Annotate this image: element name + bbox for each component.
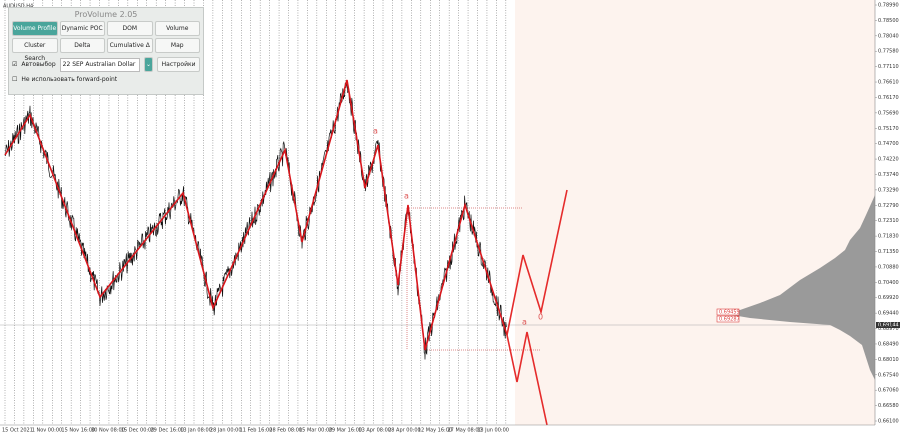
- price-label: 0.76610: [878, 80, 899, 86]
- panel-button[interactable]: Volume: [154, 21, 200, 36]
- price-label: 0.68010: [878, 357, 899, 363]
- price-tag: 0.69459: [719, 310, 740, 316]
- price-label: 0.78990: [878, 3, 899, 9]
- panel-button[interactable]: Volume Profile: [12, 21, 58, 36]
- price-label: 0.70400: [878, 280, 899, 286]
- wave-label: 0: [538, 313, 543, 322]
- price-label: 0.73740: [878, 172, 899, 178]
- bg-future: [515, 0, 875, 425]
- price-label: 0.72310: [878, 218, 899, 224]
- price-label: 0.68970: [878, 326, 899, 332]
- price-label: 0.69440: [878, 311, 899, 317]
- wave-label: a: [404, 192, 409, 201]
- wave-label: a: [373, 127, 378, 136]
- price-label: 0.77110: [878, 64, 899, 70]
- panel-button[interactable]: Cumulative Δ: [107, 38, 153, 53]
- panel-button[interactable]: Delta: [59, 38, 105, 53]
- time-label: 29 Mar 16:00: [329, 428, 362, 434]
- volume-profile: [720, 195, 875, 380]
- panel-button[interactable]: Dynamic POC: [59, 21, 105, 36]
- time-label: 11 Feb 16:00: [240, 428, 273, 434]
- price-label: 0.67060: [878, 388, 899, 394]
- price-tag: 0.69287: [719, 317, 740, 323]
- price-label: 0.68490: [878, 341, 899, 347]
- time-label: 28 Jan 00:00: [210, 428, 242, 434]
- select-row: ☑ Автовыбор 22 SEP Australian Dollar ⌄ Н…: [9, 53, 203, 72]
- price-label: 0.74700: [878, 141, 899, 147]
- checkbox[interactable]: ☐: [12, 76, 18, 83]
- price-label: 0.66580: [878, 403, 899, 409]
- time-label: 15 Oct 2021: [2, 428, 33, 434]
- price-label: 0.78040: [878, 33, 899, 39]
- button-grid: Volume Profile Dynamic POC DOM Volume Cluste…: [9, 21, 203, 62]
- panel-button[interactable]: Cluster Search: [12, 38, 58, 62]
- price-label: 0.75170: [878, 126, 899, 132]
- settings-button[interactable]: Настройки: [157, 57, 200, 72]
- tag-box: [716, 315, 740, 323]
- time-label: 13 Jan 08:00: [180, 428, 212, 434]
- time-label: 27 May 08:00: [448, 428, 482, 434]
- projection-up: [506, 189, 568, 336]
- panel-button[interactable]: DOM: [107, 21, 153, 36]
- current-box: [876, 322, 900, 328]
- forward-row: ☐ Не использовать forward-point: [9, 72, 203, 83]
- price-label: 0.71350: [878, 249, 899, 255]
- auto-select-label: Автовыбор: [21, 61, 56, 68]
- panel-title: ProVolume 2.05: [74, 10, 138, 19]
- price-label: 0.74220: [878, 157, 899, 163]
- price-label: 0.78500: [878, 18, 899, 24]
- time-label: 29 Dec 16:00: [151, 428, 185, 434]
- time-label: 28 Feb 08:00: [269, 428, 302, 434]
- current-price: 0.69144: [878, 323, 899, 329]
- panel-button[interactable]: Map: [154, 38, 200, 53]
- price-label: 0.70880: [878, 264, 899, 270]
- price-label: 0.76170: [878, 95, 899, 101]
- time-label: 1 Nov 00:00: [32, 428, 63, 434]
- checkbox[interactable]: ☑: [12, 61, 18, 68]
- price-label: 0.71830: [878, 234, 899, 240]
- forward-label: Не использовать forward-point: [21, 76, 118, 83]
- instrument-select[interactable]: 22 SEP Australian Dollar: [59, 57, 140, 72]
- price-axis-bg: [875, 0, 900, 435]
- price-label: 0.72790: [878, 203, 899, 209]
- tag-box: [716, 308, 740, 316]
- time-label: 28 Apr 00:00: [388, 428, 421, 434]
- time-label: 15 Mar 00:00: [299, 428, 332, 434]
- time-label: 13 Jun 00:00: [477, 428, 509, 434]
- projection-down: [506, 331, 548, 426]
- price-label: 0.66100: [878, 419, 899, 425]
- time-label: 15 Nov 16:00: [61, 428, 95, 434]
- time-label: 12 May 16:00: [418, 428, 452, 434]
- price-label: 0.69920: [878, 295, 899, 301]
- wave-label: a: [522, 318, 527, 327]
- price-label: 0.77580: [878, 49, 899, 55]
- time-label: 15 Dec 00:00: [121, 428, 155, 434]
- symbol: AUDUSD,H4: [3, 4, 33, 10]
- dropdown[interactable]: ⌄: [143, 57, 154, 72]
- time-label: 13 Apr 08:00: [358, 428, 391, 434]
- time-label: 30 Nov 08:00: [91, 428, 125, 434]
- provolume-panel: ProVolume 2.05 Volume Profile Dynamic POC…: [8, 7, 204, 95]
- price-label: 0.67540: [878, 372, 899, 378]
- price-label: 0.75690: [878, 110, 899, 116]
- zigzag: [4, 79, 508, 351]
- price-label: 0.73290: [878, 187, 899, 193]
